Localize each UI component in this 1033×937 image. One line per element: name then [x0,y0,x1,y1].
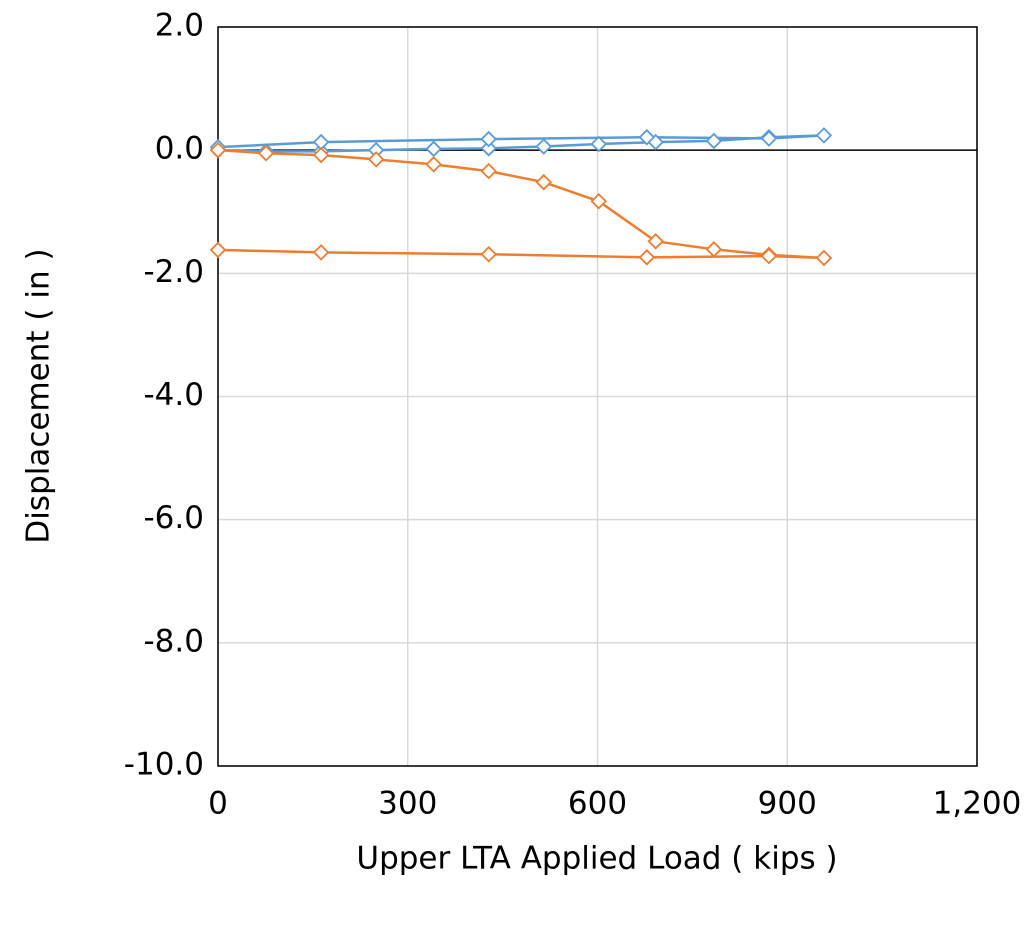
x-tick-label: 1,200 [933,786,1022,822]
series-line [217,134,825,153]
marker [480,140,497,157]
x-axis-title: Upper LTA Applied Load ( kips ) [356,841,837,877]
marker [760,130,778,147]
marker [638,249,656,266]
y-tick-label: -10.0 [124,747,204,783]
x-tick-label: 300 [378,786,437,822]
marker [760,247,778,265]
marker [312,146,330,164]
y-tick-label: 0.0 [155,131,204,167]
series-line [217,148,825,260]
marker [425,140,442,158]
marker [480,162,497,180]
marker [480,130,497,148]
marker [815,127,833,144]
x-tick-label: 0 [208,786,228,822]
marker [535,138,553,155]
marker [312,244,330,261]
marker [647,233,664,250]
marker [367,151,385,168]
plot-border [217,26,978,767]
marker [815,249,833,267]
marker [257,144,275,162]
marker [705,132,723,150]
marker [209,141,227,159]
marker [590,135,608,153]
y-tick-label: -2.0 [144,254,205,290]
y-tick-label: 2.0 [155,8,204,44]
y-axis-title: Displacement ( in ) [21,248,57,543]
marker [590,193,608,210]
x-tick-label: 600 [568,786,627,822]
marker [705,241,723,258]
marker [638,128,656,146]
marker [209,241,227,259]
marker [425,156,442,173]
x-tick-label: 900 [758,786,817,822]
marker [535,173,553,191]
y-tick-label: -8.0 [144,623,205,659]
y-tick-label: -4.0 [144,377,205,413]
marker [480,245,497,263]
y-tick-label: -6.0 [144,500,205,536]
